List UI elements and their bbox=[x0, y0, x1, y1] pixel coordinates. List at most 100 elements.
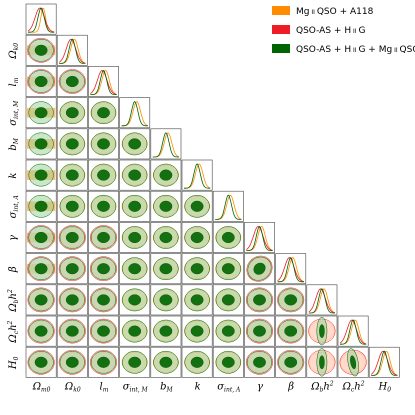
contour-green-inner bbox=[221, 231, 235, 244]
contour-green-inner bbox=[253, 262, 266, 275]
panel-Och2-vs-lm bbox=[88, 315, 119, 347]
contour-green-inner bbox=[97, 200, 110, 212]
contour-group bbox=[184, 194, 211, 218]
contour-group bbox=[121, 226, 148, 249]
legend-label-2: QSO-AS + H II G + Mg II QSO + A118 bbox=[296, 45, 415, 55]
contour-green-inner bbox=[65, 200, 79, 212]
panel-Och2-vs-sigM bbox=[119, 315, 151, 347]
marginal-green bbox=[246, 225, 273, 251]
contour-group bbox=[89, 256, 118, 282]
contour-group bbox=[89, 287, 118, 313]
panel-H0-vs-H0 bbox=[368, 346, 400, 378]
contour-green-inner bbox=[159, 294, 173, 306]
contour-group bbox=[152, 194, 179, 218]
panel-Obh2-vs-sigA bbox=[212, 284, 244, 316]
panel-Och2-vs-bM bbox=[150, 315, 182, 347]
panel-Obh2-vs-Om bbox=[25, 284, 57, 316]
yaxis-label-Ok: Ωk0 bbox=[8, 43, 20, 60]
contour-green-inner bbox=[65, 325, 79, 337]
panel-sigA-vs-k bbox=[181, 190, 213, 222]
contour-group bbox=[27, 69, 56, 94]
panel-gamma-vs-lm bbox=[88, 222, 119, 253]
contour-group bbox=[27, 349, 55, 375]
panel-bM-vs-Ok bbox=[56, 128, 88, 160]
marginal-red bbox=[58, 38, 86, 64]
contour-group bbox=[152, 319, 179, 343]
marginal-green bbox=[59, 38, 86, 64]
contour-group bbox=[59, 132, 86, 156]
panel-H0-vs-bM bbox=[150, 346, 182, 378]
panel-beta-vs-lm bbox=[88, 253, 119, 285]
contour-green-inner bbox=[253, 294, 266, 306]
contour-green-inner bbox=[190, 325, 204, 337]
contour-group bbox=[277, 349, 305, 375]
contour-green-inner bbox=[34, 356, 48, 368]
contour-green-inner bbox=[34, 107, 48, 119]
yaxis-label-bM: bM bbox=[8, 137, 20, 150]
contour-group bbox=[215, 350, 242, 374]
marginal-red bbox=[90, 70, 117, 95]
panel-Och2-vs-sigA bbox=[212, 315, 244, 347]
panel-Och2-vs-gamma bbox=[244, 315, 275, 347]
contour-group bbox=[27, 256, 56, 282]
contour-group bbox=[90, 194, 117, 218]
contour-green-inner bbox=[221, 356, 235, 368]
contour-group bbox=[27, 287, 55, 313]
contour-green-inner bbox=[97, 107, 110, 119]
xaxis-label-Ok: Ωk0 bbox=[64, 381, 81, 393]
yaxis-label-k: k bbox=[8, 173, 19, 179]
panel-beta-vs-sigA bbox=[212, 253, 244, 285]
panel-sigM-vs-lm bbox=[88, 97, 119, 129]
panel-H0-vs-gamma bbox=[244, 346, 275, 378]
panel-Och2-vs-beta bbox=[275, 315, 307, 347]
panel-sigA-vs-sigM bbox=[119, 190, 151, 222]
marginal-red bbox=[339, 319, 367, 345]
yaxis-label-Obh2: Ωbh2 bbox=[7, 289, 20, 313]
yaxis-label-sigM: σint, M bbox=[8, 100, 20, 126]
marginal-green bbox=[277, 257, 304, 283]
legend-label-1: QSO-AS + H II G bbox=[296, 26, 365, 36]
contour-group bbox=[152, 257, 179, 281]
panel-lm-vs-Om bbox=[25, 66, 57, 97]
contour-green-inner bbox=[128, 263, 142, 275]
panel-H0-vs-sigM bbox=[119, 346, 151, 378]
legend: Mg II QSO + A118 QSO-AS + H II G QSO-AS + … bbox=[272, 6, 415, 55]
panel-Obh2-vs-Ok bbox=[56, 284, 88, 316]
panel-sigA-vs-Om bbox=[25, 190, 57, 222]
contour-green-inner bbox=[97, 325, 110, 337]
contour-group bbox=[58, 318, 86, 344]
panel-beta-vs-k bbox=[181, 253, 213, 285]
contour-group bbox=[308, 348, 336, 377]
contour-green-inner bbox=[190, 294, 204, 306]
contour-group bbox=[58, 349, 86, 375]
yaxis-label-gamma: γ bbox=[8, 235, 19, 241]
contour-group bbox=[90, 101, 117, 125]
contour-green-inner bbox=[97, 169, 110, 181]
contour-group bbox=[90, 163, 117, 187]
xaxis-label-beta: β bbox=[287, 381, 294, 392]
contour-green-inner bbox=[221, 325, 235, 337]
contour-green-inner bbox=[190, 231, 204, 244]
xaxis-label-gamma: γ bbox=[257, 381, 263, 392]
contour-group bbox=[89, 318, 118, 344]
contour-green-inner bbox=[34, 231, 48, 244]
contour-group bbox=[245, 349, 274, 375]
contour-group bbox=[184, 319, 211, 343]
panel-gamma-vs-gamma bbox=[244, 222, 275, 253]
marginal-red bbox=[308, 288, 336, 314]
panel-gamma-vs-sigM bbox=[119, 222, 151, 253]
panel-Och2-vs-k bbox=[181, 315, 213, 347]
legend-label-0: Mg II QSO + A118 bbox=[296, 7, 374, 17]
contour-green-inner bbox=[159, 231, 173, 244]
panel-k-vs-sigM bbox=[119, 159, 151, 191]
xaxis-label-k: k bbox=[195, 381, 201, 392]
contour-green-inner bbox=[34, 169, 48, 181]
contour-group bbox=[215, 226, 242, 249]
panel-beta-vs-sigM bbox=[119, 253, 151, 285]
contour-group bbox=[90, 132, 117, 156]
contour-group bbox=[27, 101, 56, 125]
panel-H0-vs-Och2 bbox=[337, 346, 369, 378]
contour-group bbox=[121, 132, 148, 156]
panel-Och2-vs-Ok bbox=[56, 315, 88, 347]
contour-green-inner bbox=[65, 138, 79, 150]
